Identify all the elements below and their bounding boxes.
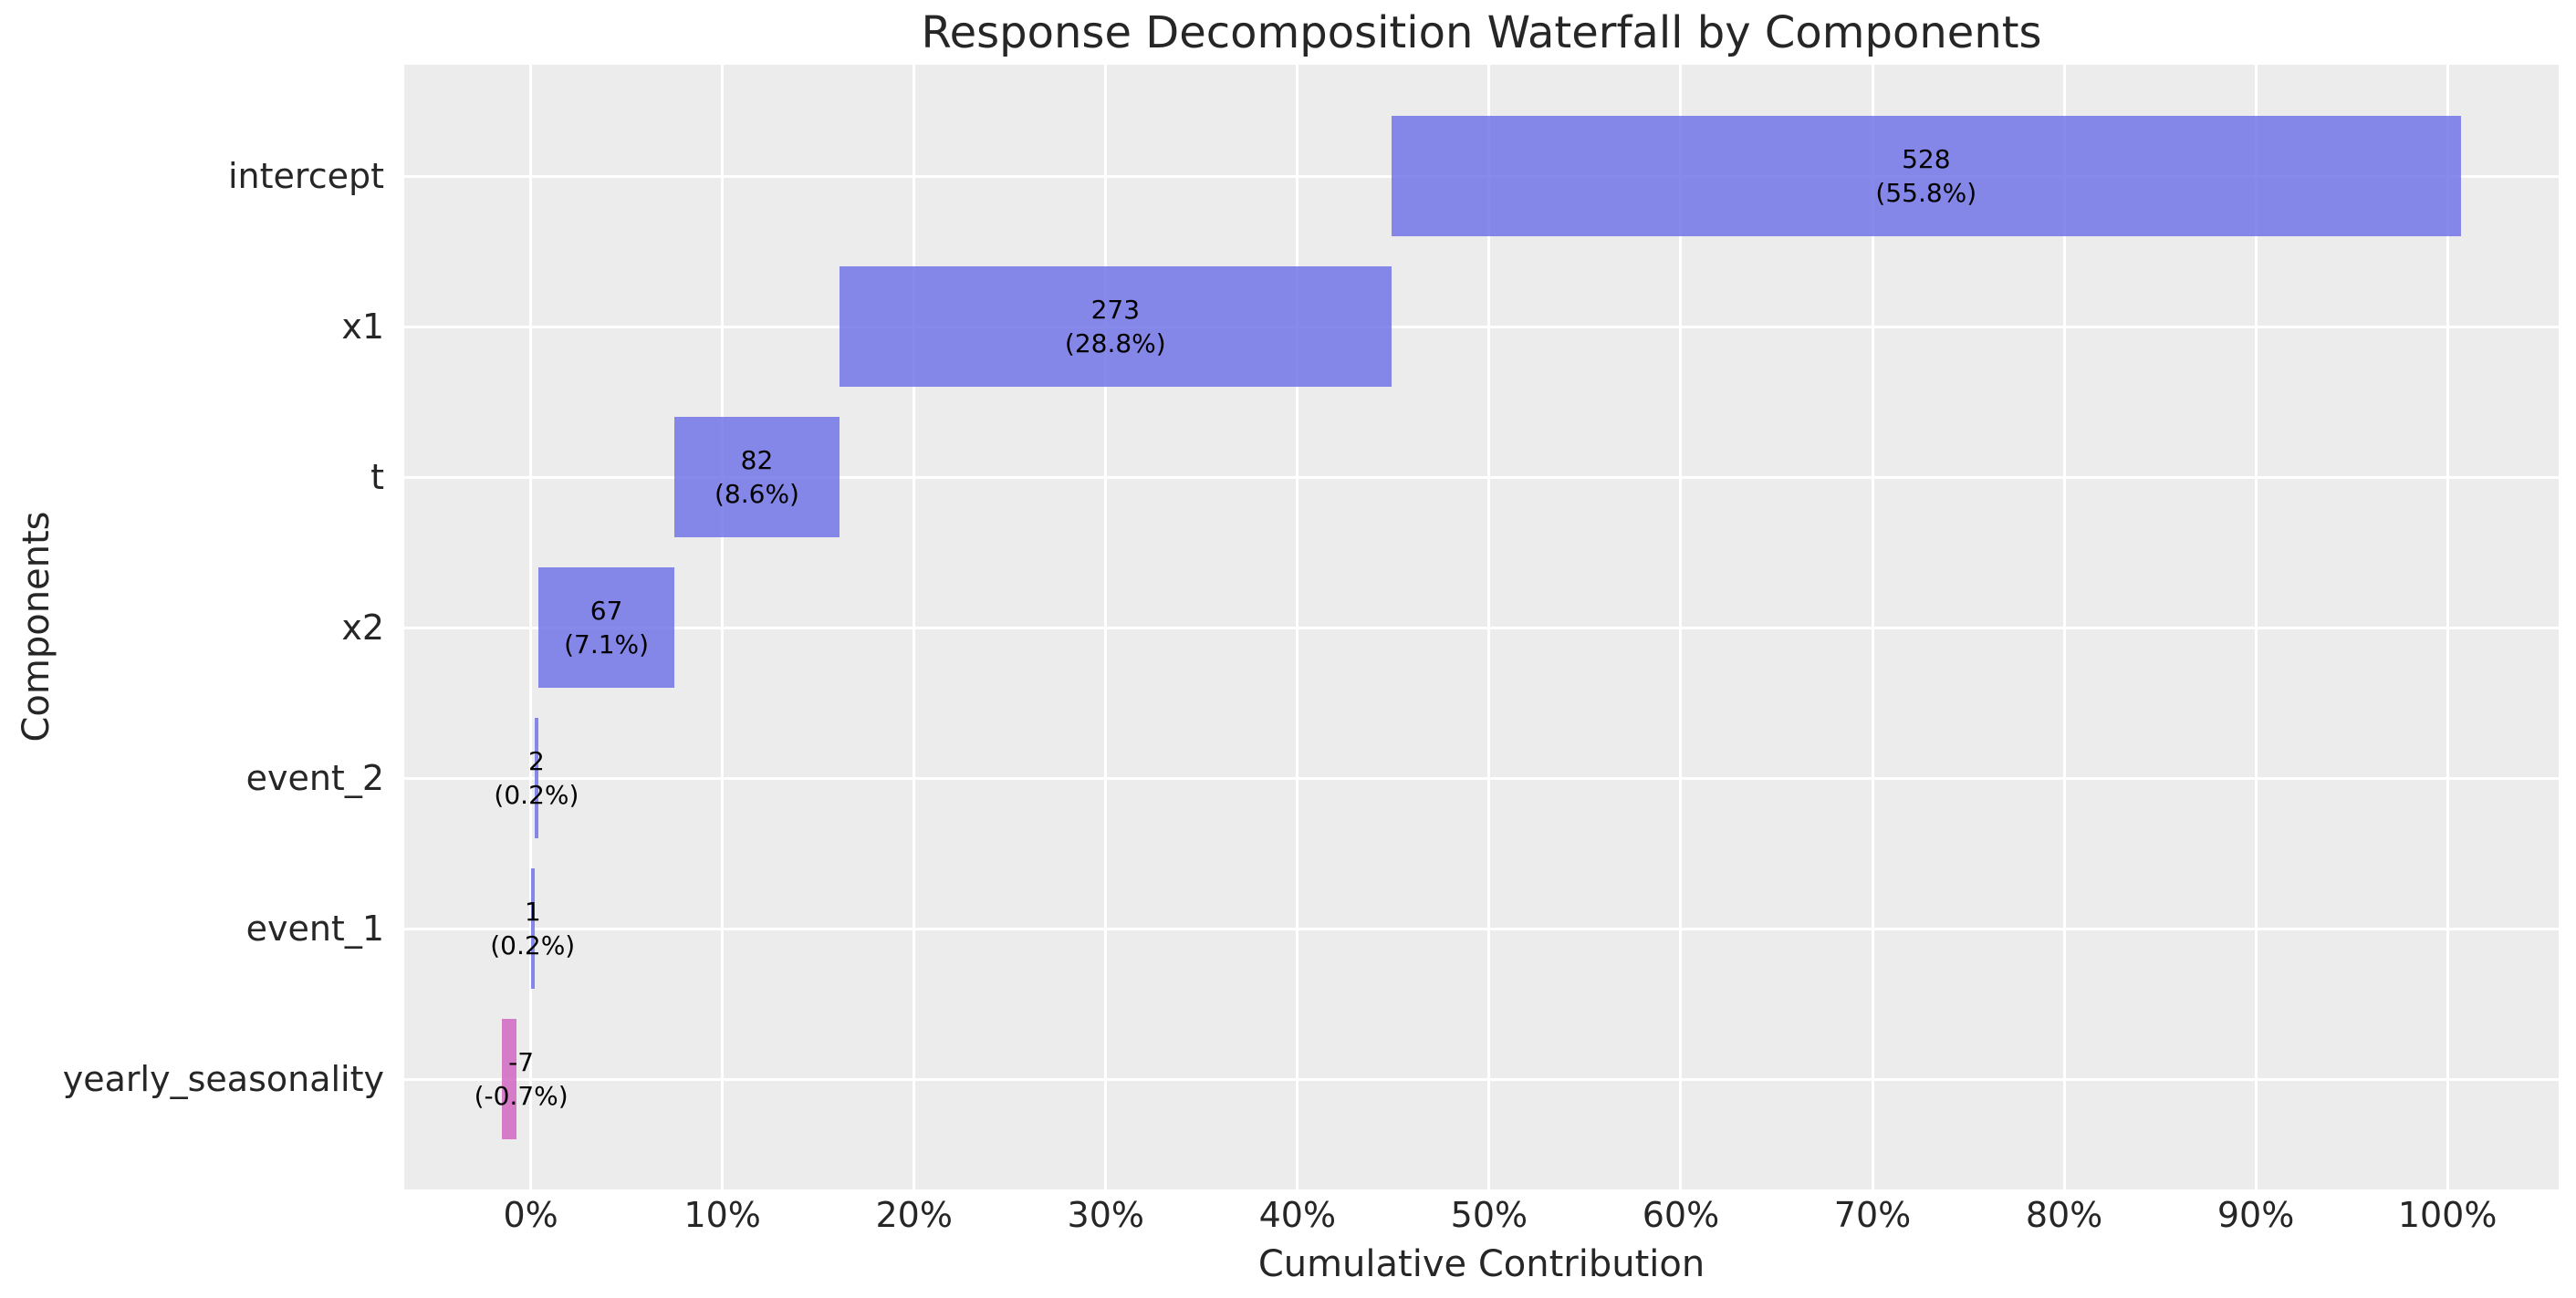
y-gridline <box>404 325 2559 328</box>
waterfall-bar-yearly_seasonality <box>502 1019 516 1139</box>
bar-value: 2 <box>528 746 545 776</box>
bar-percent: (7.1%) <box>564 629 650 659</box>
bar-value-label-yearly_seasonality: -7 (-0.7%) <box>475 1045 568 1113</box>
x-tick-label-60%: 60% <box>1642 1195 1720 1235</box>
waterfall-bar-event_1 <box>530 868 535 989</box>
bar-percent: (55.8%) <box>1875 178 1977 208</box>
plot-area: 528 (55.8%) 273 (28.8%) 82 (8.6%) 67 (7.1%) 2 (0.… <box>404 65 2559 1189</box>
waterfall-bar-event_2 <box>534 718 539 838</box>
bar-percent: (8.6%) <box>714 479 799 509</box>
y-gridline <box>404 475 2559 479</box>
waterfall-bar-intercept <box>1391 116 2461 236</box>
y-gridline <box>404 1077 2559 1081</box>
waterfall-bar-x2 <box>538 567 675 688</box>
bar-percent: (-0.7%) <box>474 1081 568 1111</box>
x-tick-label-90%: 90% <box>2216 1195 2295 1235</box>
bar-percent: (28.8%) <box>1064 328 1166 358</box>
y-tick-label-intercept: intercept <box>228 156 384 196</box>
bar-value: 273 <box>1090 295 1141 325</box>
bar-percent: (0.2%) <box>490 930 576 961</box>
x-axis-title: Cumulative Contribution <box>1257 1243 1705 1285</box>
x-tick-label-20%: 20% <box>875 1195 953 1235</box>
y-gridline <box>404 927 2559 930</box>
bar-value: -7 <box>508 1047 535 1077</box>
bar-value: 82 <box>740 445 774 475</box>
bar-value-label-t: 82 (8.6%) <box>714 443 799 511</box>
x-tick-label-0%: 0% <box>503 1195 558 1235</box>
x-tick-label-100%: 100% <box>2397 1195 2498 1235</box>
bar-value: 528 <box>1902 144 1951 174</box>
waterfall-bar-x1 <box>839 266 1392 387</box>
x-tick-label-40%: 40% <box>1258 1195 1337 1235</box>
x-tick-label-80%: 80% <box>2025 1195 2103 1235</box>
y-tick-label-x1: x1 <box>341 306 384 347</box>
x-tick-label-10%: 10% <box>683 1195 761 1235</box>
y-tick-label-yearly_seasonality: yearly_seasonality <box>62 1059 384 1099</box>
y-tick-label-x2: x2 <box>341 607 384 648</box>
bar-value-label-x2: 67 (7.1%) <box>564 594 649 661</box>
bar-value-label-event_2: 2 (0.2%) <box>494 744 579 812</box>
waterfall-bar-t <box>674 417 840 537</box>
y-tick-label-event_2: event_2 <box>245 758 384 798</box>
bar-percent: (0.2%) <box>494 780 579 810</box>
y-tick-label-event_1: event_1 <box>245 909 384 949</box>
bar-value-label-intercept: 528 (55.8%) <box>1875 142 1976 210</box>
x-tick-label-30%: 30% <box>1067 1195 1145 1235</box>
y-tick-label-t: t <box>370 457 384 497</box>
y-gridline <box>404 776 2559 780</box>
bar-value-label-event_1: 1 (0.2%) <box>490 895 575 962</box>
chart-title: Response Decomposition Waterfall by Comp… <box>921 7 2042 58</box>
y-gridline <box>404 626 2559 629</box>
bar-value: 1 <box>524 897 541 927</box>
x-tick-label-70%: 70% <box>1833 1195 1912 1235</box>
bar-value-label-x1: 273 (28.8%) <box>1065 293 1166 360</box>
bar-value: 67 <box>589 596 623 626</box>
x-tick-label-50%: 50% <box>1450 1195 1528 1235</box>
